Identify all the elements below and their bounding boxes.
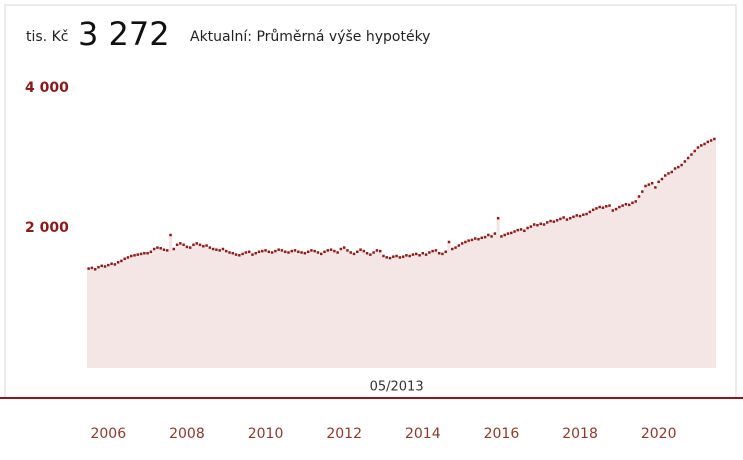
x-tick-label: 2010 bbox=[248, 426, 284, 442]
y-tick-label: 4 000 bbox=[25, 80, 69, 96]
x-tick-label: 2014 bbox=[405, 426, 441, 442]
x-tick-label: 2020 bbox=[641, 426, 677, 442]
area bbox=[87, 138, 716, 368]
highlight-label: 05/2013 bbox=[370, 380, 424, 395]
x-tick-label: 2006 bbox=[90, 426, 126, 442]
current-value: 3 272 bbox=[78, 15, 170, 53]
y-tick-label: 2 000 bbox=[25, 220, 69, 236]
x-tick-label: 2012 bbox=[326, 426, 362, 442]
unit: tis. Kč bbox=[26, 29, 68, 45]
x-tick-label: 2018 bbox=[562, 426, 598, 442]
x-tick-label: 2008 bbox=[169, 426, 205, 442]
x-tick-label: 2016 bbox=[484, 426, 520, 442]
subtitle: Aktualní: Průměrná výše hypotéky bbox=[190, 29, 430, 45]
